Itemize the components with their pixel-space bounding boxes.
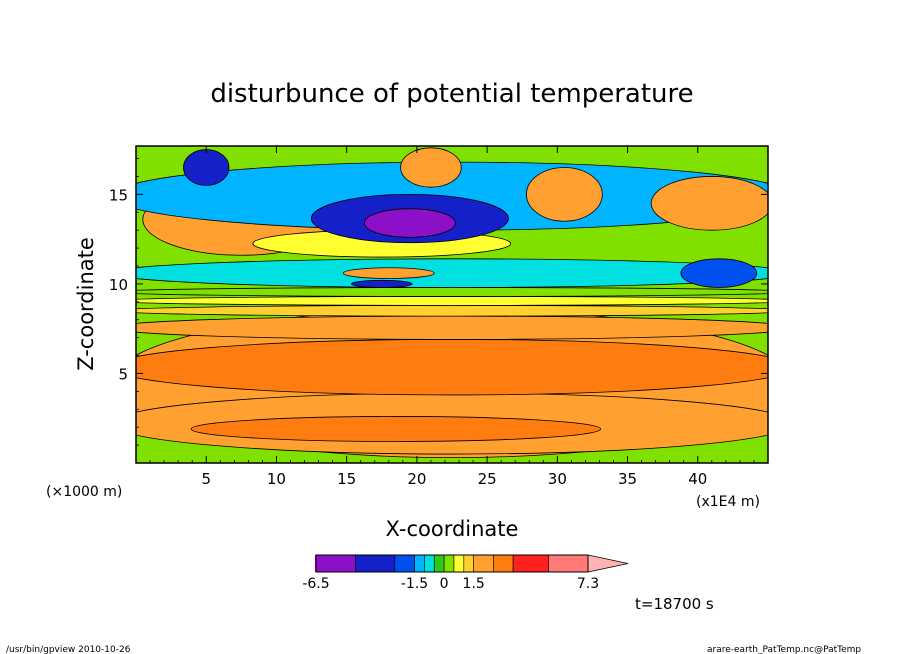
- contour-region: [342, 267, 435, 279]
- time-annotation: t=18700 s: [635, 595, 714, 613]
- y-tick-label: 5: [118, 365, 128, 383]
- y-axis-label: Z-coordinate: [74, 237, 98, 371]
- contour-region: [136, 315, 768, 340]
- colorbar-label: 1.5: [463, 576, 485, 592]
- colorbar-cell: [463, 554, 474, 573]
- colorbar-cell: [512, 554, 549, 573]
- plot-frame: [135, 145, 769, 464]
- chart-title: disturbunce of potential temperature: [210, 79, 693, 109]
- colorbar-extension: [587, 554, 629, 573]
- x-tick-label: 25: [478, 470, 497, 488]
- x-tick-label: 35: [618, 470, 637, 488]
- colorbar-frame: [315, 554, 589, 573]
- x-tick-label: 5: [201, 470, 211, 488]
- x-axis-label: X-coordinate: [386, 517, 519, 541]
- contour-region: [190, 416, 601, 442]
- colorbar-cell: [315, 554, 356, 573]
- colorbar-label: -1.5: [401, 576, 428, 592]
- contour-region: [136, 339, 768, 396]
- colorbar-cell: [394, 554, 415, 573]
- colorbar-cell: [414, 554, 425, 573]
- colorbar-label: 7.3: [577, 576, 599, 592]
- contour-region: [136, 296, 768, 306]
- x-axis-scale-note: (x1E4 m): [696, 494, 760, 510]
- colorbar-cell: [453, 554, 465, 573]
- x-tick-label: 15: [337, 470, 356, 488]
- colorbar-cell: [493, 554, 514, 573]
- colorbar-cell: [355, 554, 396, 573]
- x-tick-label: 20: [407, 470, 426, 488]
- x-axis: 5 10 15 20 25 30 35 40: [149, 146, 755, 488]
- footer-right: arare-earth_PatTemp.nc@PatTemp: [707, 645, 861, 654]
- contour-region: [680, 258, 758, 288]
- contour-region: [650, 176, 768, 231]
- x-axis-unit: (×1000 m): [46, 484, 122, 500]
- x-tick-label: 10: [267, 470, 286, 488]
- y-tick-label: 10: [109, 276, 128, 294]
- colorbar-cell: [433, 554, 445, 573]
- x-tick-label: 30: [548, 470, 567, 488]
- footer-left: /usr/bin/gpview 2010-10-26: [6, 645, 131, 654]
- colorbar-label: 0: [440, 576, 449, 592]
- colorbar-cell: [443, 554, 455, 573]
- colorbar-cell: [548, 554, 589, 573]
- contour-region: [363, 208, 456, 238]
- contour-region: [526, 167, 603, 222]
- colorbar: -6.5 -1.5 0 1.5 7.3: [302, 554, 629, 592]
- colorbar-cell: [424, 554, 435, 573]
- plot-area: [135, 145, 769, 464]
- colorbar-label: -6.5: [302, 576, 329, 592]
- contour-region: [136, 304, 768, 317]
- contour-regions: [136, 146, 768, 463]
- y-axis: 5 10 15: [109, 158, 768, 446]
- contour-region: [351, 279, 413, 288]
- contour-region: [136, 287, 768, 297]
- y-tick-label: 15: [109, 186, 128, 204]
- contour-region: [136, 258, 768, 288]
- colorbar-cell: [473, 554, 494, 573]
- contour-region: [400, 147, 462, 188]
- x-tick-label: 40: [688, 470, 707, 488]
- contour-region: [183, 149, 230, 186]
